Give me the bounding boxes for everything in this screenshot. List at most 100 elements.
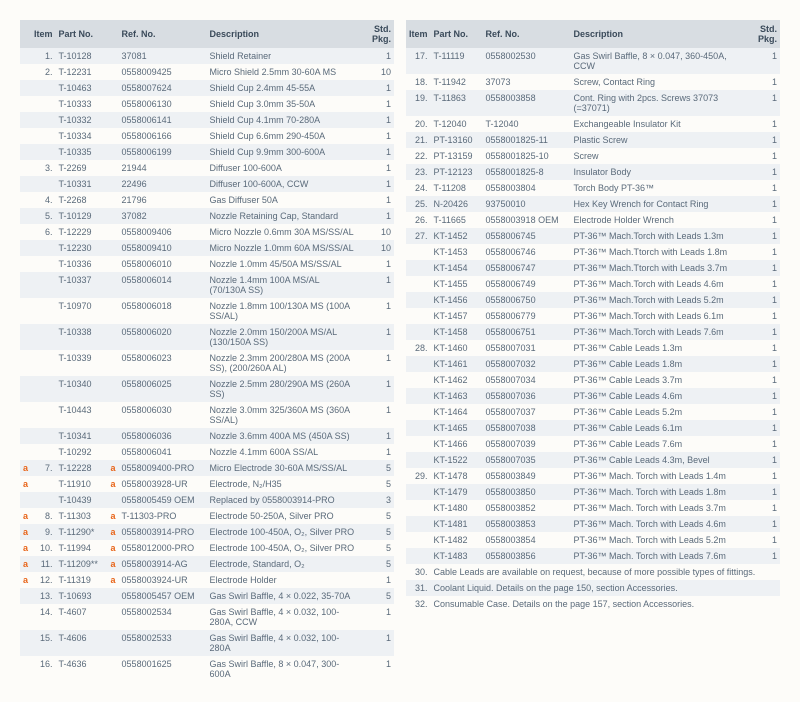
table-row: KT-14580558006751PT-36™ Mach.Torch with … [406, 324, 780, 340]
cell-mark: a [108, 508, 119, 524]
cell-mark [108, 428, 119, 444]
cell-item [406, 292, 431, 308]
cell-mark [20, 160, 31, 176]
cell-part: T-4607 [56, 604, 108, 630]
cell-part: T-10129 [56, 208, 108, 224]
cell-part: T-10339 [56, 350, 108, 376]
cell-ref: 0558007032 [483, 356, 571, 372]
table-row: a10.T-11994a0558012000-PROElectrode 100-… [20, 540, 394, 556]
cell-item: 1. [31, 48, 56, 64]
cell-item: 28. [406, 340, 431, 356]
cell-mark [108, 492, 119, 508]
cell-ref: 37082 [119, 208, 207, 224]
cell-mark [108, 96, 119, 112]
cell-ref: 0558003914-PRO [119, 524, 207, 540]
cell-mark [20, 604, 31, 630]
cell-part: T-10332 [56, 112, 108, 128]
cell-ref: 0558006751 [483, 324, 571, 340]
cell-ref: 0558009406 [119, 224, 207, 240]
cell-part: T-11665 [431, 212, 483, 228]
cell-desc: Shield Cup 2.4mm 45-55A [207, 80, 358, 96]
cell-part: KT-1463 [431, 388, 483, 404]
cell-pkg: 1 [358, 272, 394, 298]
cell-note: Coolant Liquid. Details on the page 150,… [431, 580, 780, 596]
cell-mark: a [20, 460, 31, 476]
cell-pkg: 10 [358, 224, 394, 240]
cell-desc: Plastic Screw [571, 132, 744, 148]
table-row: 18.T-1194237073Screw, Contact Ring1 [406, 74, 780, 90]
hdr-part: Part No. [431, 20, 483, 48]
cell-desc: PT-36™ Mach.Ttorch with Leads 3.7m [571, 260, 744, 276]
cell-item: 13. [31, 588, 56, 604]
table-row: KT-14660558007039PT-36™ Cable Leads 7.6m… [406, 436, 780, 452]
cell-mark [20, 176, 31, 192]
cell-mark [108, 376, 119, 402]
cell-ref: 0558001825-10 [483, 148, 571, 164]
cell-ref: 0558006779 [483, 308, 571, 324]
cell-pkg: 1 [358, 604, 394, 630]
cell-ref: 21796 [119, 192, 207, 208]
cell-ref: 0558007035 [483, 452, 571, 468]
cell-desc: PT-36™ Cable Leads 6.1m [571, 420, 744, 436]
cell-part: T-10128 [56, 48, 108, 64]
cell-mark [108, 298, 119, 324]
cell-mark [108, 272, 119, 298]
cell-mark [20, 350, 31, 376]
cell-pkg: 1 [744, 372, 780, 388]
cell-part: KT-1464 [431, 404, 483, 420]
table-row: 21.PT-131600558001825-11Plastic Screw1 [406, 132, 780, 148]
cell-item [406, 276, 431, 292]
cell-mark [108, 588, 119, 604]
cell-item: 23. [406, 164, 431, 180]
table-row: KT-14570558006779PT-36™ Mach.Torch with … [406, 308, 780, 324]
cell-item [406, 404, 431, 420]
cell-pkg: 1 [744, 532, 780, 548]
cell-part: T-10693 [56, 588, 108, 604]
hdr-item: Item [31, 20, 56, 48]
cell-mark [20, 588, 31, 604]
cell-ref: 0558006130 [119, 96, 207, 112]
cell-item [31, 112, 56, 128]
cell-mark [108, 350, 119, 376]
cell-ref: 0558006010 [119, 256, 207, 272]
table-row: T-1033122496Diffuser 100-600A, CCW1 [20, 176, 394, 192]
left-column: Item Part No. Ref. No. Description Std. … [20, 20, 394, 682]
cell-part: T-10331 [56, 176, 108, 192]
cell-mark: a [20, 556, 31, 572]
cell-item [406, 516, 431, 532]
cell-part: KT-1454 [431, 260, 483, 276]
cell-item [31, 350, 56, 376]
cell-desc: Nozzle 1.4mm 100A MS/AL (70/130A SS) [207, 272, 358, 298]
cell-part: KT-1460 [431, 340, 483, 356]
cell-mark [20, 630, 31, 656]
table-row: T-103410558006036Nozzle 3.6mm 400A MS (4… [20, 428, 394, 444]
hdr-ref: Ref. No. [119, 20, 207, 48]
cell-pkg: 1 [358, 208, 394, 224]
cell-pkg: 1 [744, 74, 780, 90]
cell-part: T-10338 [56, 324, 108, 350]
cell-desc: Nozzle 1.8mm 100/130A MS (100A SS/AL) [207, 298, 358, 324]
cell-part: T-12229 [56, 224, 108, 240]
cell-desc: Electrode Holder Wrench [571, 212, 744, 228]
cell-mark [20, 656, 31, 682]
cell-part: T-10341 [56, 428, 108, 444]
table-row: T-103400558006025Nozzle 2.5mm 280/290A M… [20, 376, 394, 402]
table-row: aT-11910a0558003928-URElectrode, N₂/H355 [20, 476, 394, 492]
cell-pkg: 1 [744, 292, 780, 308]
cell-ref: 0558006018 [119, 298, 207, 324]
cell-item [31, 144, 56, 160]
cell-item: 26. [406, 212, 431, 228]
cell-desc: Nozzle 2.3mm 200/280A MS (200A SS), (200… [207, 350, 358, 376]
cell-note: Cable Leads are available on request, be… [431, 564, 780, 580]
cell-ref: 0558006745 [483, 228, 571, 244]
cell-item: 7. [31, 460, 56, 476]
cell-desc: Gas Swirl Baffle, 8 × 0.047, 360-450A, C… [571, 48, 744, 74]
cell-desc: Electrode Holder [207, 572, 358, 588]
cell-desc: PT-36™ Mach.Torch with Leads 7.6m [571, 324, 744, 340]
cell-mark [108, 224, 119, 240]
cell-mark [108, 128, 119, 144]
cell-desc: PT-36™ Cable Leads 4.6m [571, 388, 744, 404]
cell-desc: PT-36™ Cable Leads 7.6m [571, 436, 744, 452]
cell-ref: 0558003914-AG [119, 556, 207, 572]
table-row: T-122300558009410Micro Nozzle 1.0mm 60A … [20, 240, 394, 256]
